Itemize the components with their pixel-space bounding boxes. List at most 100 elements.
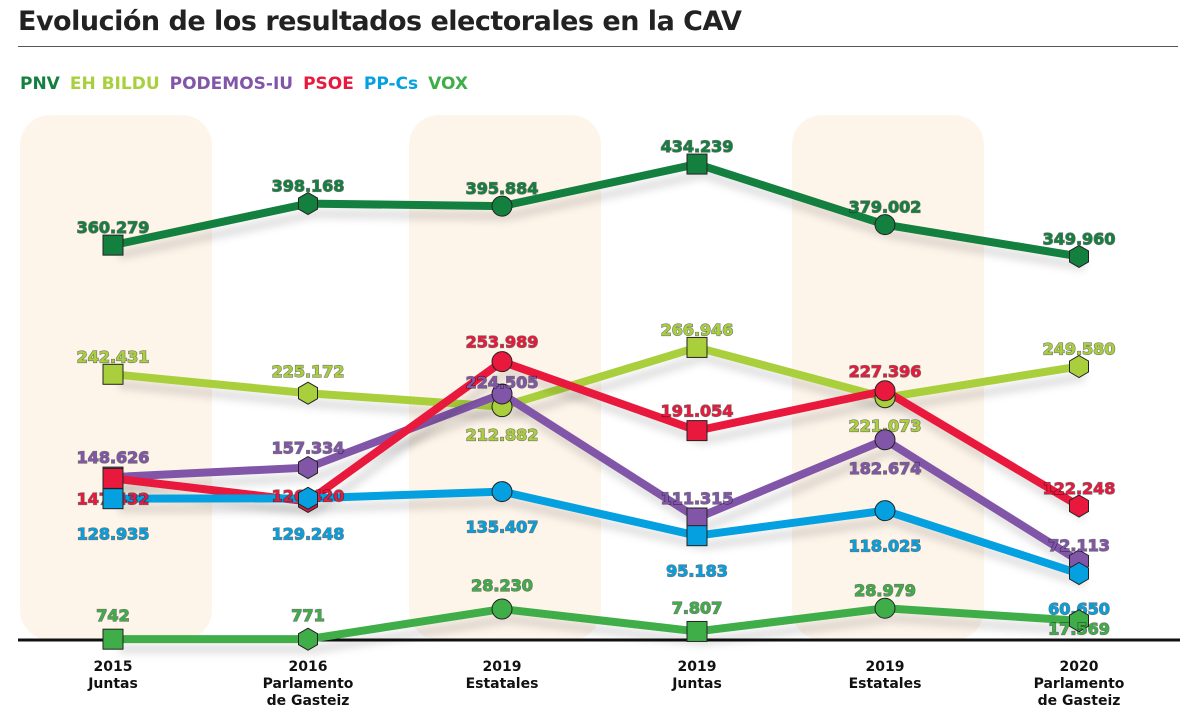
data-label: 395.884 xyxy=(466,179,539,198)
x-tick-label: 2015 xyxy=(94,659,133,675)
x-tick-label: de Gasteiz xyxy=(267,693,350,709)
data-point xyxy=(1069,609,1089,633)
data-label: 128.935 xyxy=(77,525,150,544)
data-label: 253.989 xyxy=(466,333,539,352)
data-point xyxy=(1069,561,1089,586)
legend-item-pnv: PNV xyxy=(20,74,60,94)
x-tick-label: 2019 xyxy=(483,659,522,675)
data-point xyxy=(1069,244,1089,268)
data-label: 221.073 xyxy=(849,417,922,436)
data-label: 191.054 xyxy=(661,402,734,421)
data-point xyxy=(102,234,124,256)
data-label: 28.230 xyxy=(471,576,533,595)
x-tick-label: 2020 xyxy=(1060,659,1099,675)
data-point xyxy=(298,192,318,216)
legend-item-podemos-iu: PODEMOS-IU xyxy=(169,74,294,94)
x-tick-label: Parlamento xyxy=(263,676,354,692)
legend: PNV EH BILDU PODEMOS-IU PSOE PP-Cs VOX xyxy=(20,74,468,94)
data-label: 17.569 xyxy=(1048,620,1110,639)
legend-item-psoe: PSOE xyxy=(303,74,354,94)
data-point xyxy=(874,597,896,619)
data-point xyxy=(491,195,513,217)
data-point xyxy=(491,383,513,405)
x-tick-label: Juntas xyxy=(671,676,722,692)
data-point xyxy=(874,429,896,451)
title-divider xyxy=(18,46,1178,47)
x-tick-label: Juntas xyxy=(87,676,138,692)
data-label: 129.248 xyxy=(272,524,345,543)
data-label: 379.002 xyxy=(849,198,922,217)
data-label: 224.505 xyxy=(466,373,539,392)
legend-item-pp-cs: PP-Cs xyxy=(363,74,419,94)
x-tick-label: de Gasteiz xyxy=(1038,693,1121,709)
column-band xyxy=(792,115,984,640)
series-line-pnv xyxy=(112,160,1080,261)
data-label: 182.674 xyxy=(849,459,922,478)
data-label: 148.626 xyxy=(77,448,150,467)
series-shadow xyxy=(118,352,1086,422)
series-shadow xyxy=(118,169,1086,271)
data-point xyxy=(298,456,318,480)
data-label: 135.407 xyxy=(466,518,539,537)
data-point xyxy=(874,214,896,236)
data-point xyxy=(102,628,124,650)
data-label: 111.315 xyxy=(661,489,734,508)
data-point xyxy=(1069,354,1089,379)
data-label: 7.807 xyxy=(672,598,723,617)
data-point xyxy=(102,488,124,510)
data-label: 249.580 xyxy=(1043,339,1116,358)
data-label: 28.979 xyxy=(854,581,916,600)
data-point xyxy=(686,525,708,547)
series-shadow xyxy=(118,366,1088,520)
data-point xyxy=(102,363,124,385)
data-label: 157.334 xyxy=(272,439,345,458)
data-point xyxy=(686,620,708,642)
data-label: 742 xyxy=(96,606,129,625)
series-shadow xyxy=(118,398,1088,575)
series-line-vox xyxy=(112,604,1080,644)
data-point xyxy=(686,153,708,175)
chart-title: Evolución de los resultados electorales … xyxy=(18,6,742,37)
column-band xyxy=(409,115,601,640)
data-point xyxy=(491,351,513,373)
data-label: 360.279 xyxy=(77,218,150,237)
data-point xyxy=(491,598,513,620)
series-shadow xyxy=(118,613,1086,654)
x-tick-label: 2016 xyxy=(289,659,328,675)
data-label: 118.025 xyxy=(849,537,922,556)
data-label: 72.113 xyxy=(1048,536,1110,555)
data-label: 60.650 xyxy=(1048,600,1110,619)
data-point xyxy=(298,486,318,510)
data-point xyxy=(1069,494,1089,518)
data-point xyxy=(491,481,513,503)
x-tick-label: 2019 xyxy=(866,659,905,675)
x-tick-label: 2019 xyxy=(678,659,717,675)
data-label: 212.882 xyxy=(466,426,539,445)
series-line-pp-cs xyxy=(112,487,1081,578)
data-label: 434.239 xyxy=(661,137,734,156)
data-label: 266.946 xyxy=(661,320,734,339)
data-label: 227.396 xyxy=(849,362,922,381)
data-point xyxy=(874,500,896,522)
data-label: 122.248 xyxy=(1043,479,1116,498)
data-label: 771 xyxy=(291,606,324,625)
data-label: 398.168 xyxy=(272,177,345,196)
data-label: 242.431 xyxy=(77,347,150,366)
data-point xyxy=(298,381,318,405)
x-tick-label: Parlamento xyxy=(1034,676,1125,692)
data-label: 349.960 xyxy=(1043,229,1116,248)
series-line-podemos-iu xyxy=(112,389,1082,565)
data-point xyxy=(102,467,124,489)
series-line-eh bildu xyxy=(112,343,1080,411)
data-point xyxy=(298,627,318,651)
data-point xyxy=(686,336,708,358)
series-shadow xyxy=(118,497,1087,588)
data-point xyxy=(874,380,896,402)
data-label: 225.172 xyxy=(272,362,345,381)
x-tick-label: Estatales xyxy=(466,676,539,692)
legend-item-vox: VOX xyxy=(428,74,468,94)
data-point xyxy=(686,420,708,442)
legend-item-eh bildu: EH BILDU xyxy=(69,74,160,94)
data-label: 95.183 xyxy=(666,562,728,581)
